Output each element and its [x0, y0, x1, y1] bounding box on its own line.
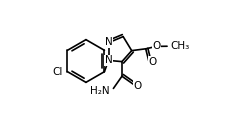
Text: Cl: Cl [53, 67, 63, 77]
Text: H₂N: H₂N [90, 86, 109, 96]
Text: CH₃: CH₃ [169, 41, 189, 51]
Text: O: O [152, 41, 160, 51]
Text: N: N [104, 37, 112, 47]
Text: N: N [104, 55, 112, 65]
Text: O: O [133, 81, 141, 91]
Text: O: O [147, 57, 156, 67]
